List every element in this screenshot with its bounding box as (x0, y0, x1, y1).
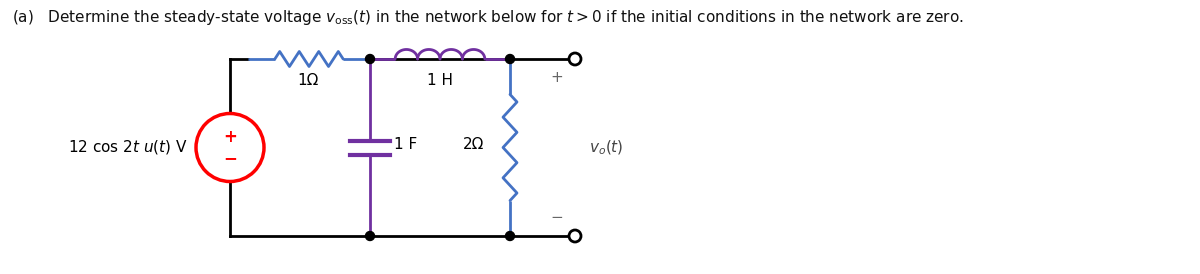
Circle shape (569, 53, 581, 65)
Circle shape (569, 230, 581, 242)
Text: 1 H: 1 H (427, 73, 454, 88)
Circle shape (505, 232, 515, 241)
Text: 2Ω: 2Ω (463, 137, 484, 152)
Text: $v_o(t)$: $v_o(t)$ (589, 138, 624, 157)
Circle shape (366, 55, 374, 64)
Text: +: + (223, 127, 236, 145)
Text: −: − (223, 150, 236, 167)
Text: 1 F: 1 F (394, 137, 418, 152)
Text: (a)   Determine the steady-state voltage $v_{\mathrm{oss}}(t)$ in the network be: (a) Determine the steady-state voltage $… (12, 8, 964, 27)
Text: +: + (551, 70, 563, 84)
Circle shape (366, 232, 374, 241)
Circle shape (505, 55, 515, 64)
Text: 12 cos 2$t$ $u(t)$ V: 12 cos 2$t$ $u(t)$ V (68, 138, 188, 156)
Text: −: − (551, 210, 563, 226)
Text: 1Ω: 1Ω (298, 73, 319, 88)
